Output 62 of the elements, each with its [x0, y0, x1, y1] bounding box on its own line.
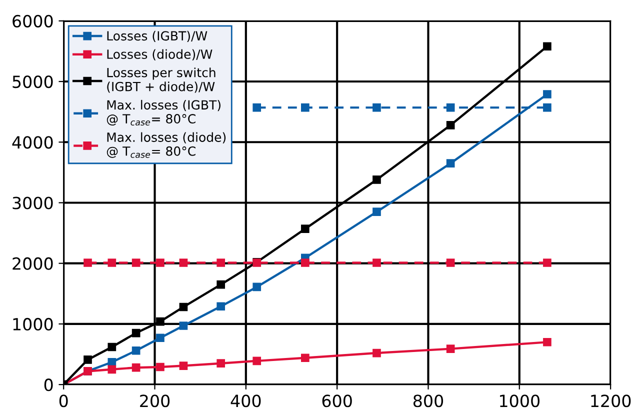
y-tick-label: 5000 [12, 75, 53, 88]
point [156, 317, 164, 326]
point [372, 208, 381, 216]
y-tick-label: 1000 [13, 318, 53, 331]
point [446, 344, 455, 353]
point [543, 103, 552, 112]
x-tick-label: 800 [413, 394, 444, 408]
point [84, 258, 92, 267]
point [252, 282, 262, 292]
point [132, 363, 140, 372]
point [156, 258, 164, 267]
point [543, 42, 552, 51]
y-tick-label: 6000 [12, 14, 53, 28]
legend-label: Max. losses (diode) @ T$_{case}$= 80°C [106, 132, 226, 158]
point [132, 328, 140, 338]
x-tick-label: 200 [140, 394, 170, 408]
point [252, 356, 262, 366]
point [301, 103, 310, 112]
point [179, 302, 188, 312]
point [372, 103, 381, 112]
point [372, 258, 381, 267]
y-tick-label: 3000 [12, 196, 53, 210]
x-tick-label: 1000 [500, 394, 540, 408]
point [108, 258, 116, 267]
point [132, 346, 140, 355]
x-tick-label: 600 [322, 394, 352, 408]
point [179, 362, 188, 370]
point [543, 258, 552, 267]
point [84, 356, 92, 364]
point [301, 258, 310, 267]
point [446, 159, 455, 168]
y-tick-label: 2000 [12, 257, 53, 270]
point [108, 365, 116, 374]
point [179, 258, 188, 267]
point [216, 302, 226, 311]
point [446, 103, 455, 112]
legend-label: Max. losses (IGBT) @ T$_{case}$= 80°C [106, 100, 220, 126]
point [108, 342, 116, 352]
x-tick-label: 1200 [591, 394, 631, 408]
point [372, 176, 381, 184]
point [301, 354, 310, 362]
legend-label: Losses (diode)/W [107, 49, 212, 60]
legend-label: Losses (IGBT)/W [107, 30, 208, 42]
point [446, 120, 455, 130]
point [156, 362, 164, 372]
point [216, 280, 226, 289]
point [252, 103, 262, 112]
point [132, 258, 140, 267]
point [372, 348, 381, 358]
point [446, 258, 455, 267]
point [543, 90, 552, 98]
point [301, 224, 310, 233]
point [543, 338, 552, 346]
point [216, 258, 226, 267]
point [216, 359, 226, 368]
legend-label: Losses per switch (IGBT + diode)/W [107, 68, 216, 93]
x-tick-label: 400 [230, 394, 261, 408]
y-tick-label: 4000 [12, 136, 53, 149]
point [156, 334, 164, 342]
x-tick-label: 0 [59, 394, 68, 408]
point [179, 322, 188, 330]
y-tick-label: 0 [44, 378, 53, 392]
